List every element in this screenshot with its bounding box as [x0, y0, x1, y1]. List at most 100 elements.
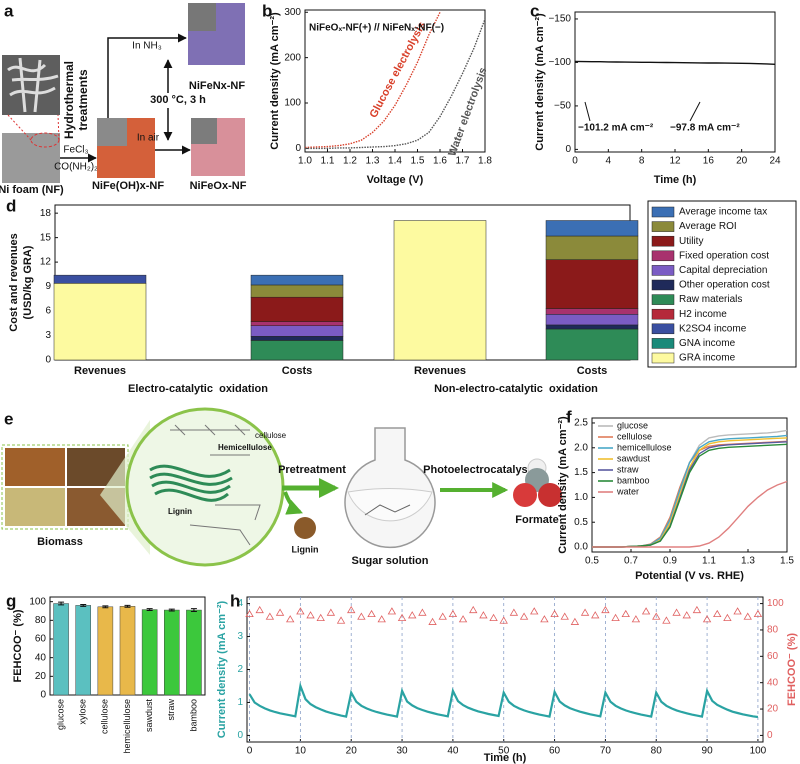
data-marker: [347, 605, 356, 614]
annotation-leader: [689, 101, 701, 122]
x-tick-label: 1.3: [366, 156, 380, 167]
x-tick-label: 0.7: [624, 556, 638, 567]
sem-image: [2, 55, 60, 115]
annotation-leader: [584, 101, 591, 122]
data-marker: [560, 612, 569, 620]
y2-tick-label: 60: [767, 651, 779, 662]
data-marker: [286, 615, 295, 623]
group-label: Electro-catalytic oxidation: [128, 383, 268, 395]
data-marker: [662, 616, 671, 624]
legend-label: Fixed operation cost: [679, 250, 769, 261]
y-axis-label: Cost and revenues: [8, 233, 20, 331]
precursor-inset: [97, 118, 127, 146]
panel-e: e Biomass cellulose Hemicellulose Lignin…: [1, 407, 562, 567]
arrow: [107, 33, 187, 118]
legend-label: water: [616, 486, 639, 496]
x-tick-label: 10: [295, 746, 307, 757]
data-marker: [692, 605, 702, 614]
data-marker: [438, 612, 447, 620]
x-tick-label: Costs: [577, 365, 608, 377]
y-tick-label: 2: [237, 664, 243, 675]
y2-tick-label: 100: [767, 598, 784, 609]
data-marker: [702, 615, 712, 623]
annotation: −101.2 mA cm⁻²: [578, 123, 654, 134]
data-marker: [428, 617, 437, 625]
data-marker: [326, 608, 336, 616]
y-tick-label: −50: [554, 101, 571, 112]
sample-label: Ni foam (NF): [0, 184, 64, 196]
panel-label: a: [4, 1, 14, 20]
x-axis-label: Time (h): [484, 752, 527, 764]
x-tick-label: 40: [447, 746, 459, 757]
byproduct: Lignin: [292, 544, 319, 554]
step-label: Photoelectrocatalysis: [423, 464, 537, 476]
bar-segment: [545, 328, 639, 361]
data-marker: [367, 609, 376, 618]
y-tick-label: 0: [40, 690, 46, 701]
x-tick-label: xylose: [78, 699, 88, 725]
bar-segment: [250, 321, 344, 326]
x-tick-label: straw: [166, 699, 176, 721]
annotation: −97.8 mA cm⁻²: [670, 123, 740, 134]
y-tick-label: 3: [237, 631, 243, 642]
data-marker: [479, 611, 488, 619]
biomass-label: Biomass: [37, 536, 83, 548]
data-marker: [316, 613, 325, 621]
data-marker: [530, 607, 539, 615]
step-label: Pretreatment: [278, 464, 346, 476]
reagent: FeCl₃: [63, 145, 88, 156]
x-tick-label: 0: [247, 746, 253, 757]
legend-swatch: [651, 308, 675, 320]
bar-segment: [545, 314, 639, 326]
y-tick-label: 1.5: [574, 467, 588, 478]
nitride-inset: [188, 3, 216, 31]
product: Formate: [515, 514, 558, 526]
data-marker: [591, 611, 600, 619]
panel-label: f: [566, 407, 572, 426]
data-marker: [387, 607, 397, 615]
molecule: [364, 504, 411, 516]
bar-segment: [53, 274, 147, 284]
data-marker: [509, 608, 519, 616]
x-tick-label: sawdust: [144, 699, 154, 733]
legend-swatch: [651, 206, 675, 218]
data-marker: [275, 608, 285, 616]
y-tick-label: 9: [45, 281, 51, 292]
y2-tick-label: 80: [767, 625, 779, 636]
y-tick-label: 100: [29, 596, 46, 607]
bar: [75, 605, 91, 696]
data-marker: [682, 611, 691, 619]
y-tick-label: 0: [565, 144, 571, 155]
error-bar: [124, 604, 131, 608]
x-axis-label: Time (h): [654, 174, 697, 186]
legend-label: K2SO4 income: [679, 323, 747, 334]
data-marker: [621, 609, 630, 618]
y-tick-label: 0: [295, 143, 301, 154]
data-marker: [397, 613, 407, 621]
y-tick-label: 6: [45, 306, 51, 317]
legend-label: H2 income: [679, 309, 727, 320]
x-tick-label: 8: [639, 156, 645, 167]
data-marker: [580, 608, 590, 616]
legend-swatch: [651, 338, 675, 349]
data-marker: [296, 607, 305, 615]
annotation: NiFeOₓ-NF(+) // NiFeNₓ-NF(−): [309, 23, 444, 34]
bar-segment: [545, 220, 639, 237]
bar-segment: [545, 259, 639, 309]
y-tick-label: 2.5: [574, 418, 588, 429]
y-axis-label: Current density (mA cm⁻²): [216, 600, 228, 738]
data-marker: [448, 609, 458, 618]
bar: [119, 606, 136, 696]
step-label: treatments: [76, 69, 90, 131]
y-axis-label: FEHCOO⁻ (%): [12, 609, 24, 682]
data-marker: [499, 616, 508, 624]
data-line: [248, 681, 759, 719]
bar-segment: [250, 336, 344, 341]
y2-tick-label: 0: [767, 730, 773, 741]
y-tick-label: 15: [40, 232, 52, 243]
error-bar: [146, 608, 153, 612]
legend-label: Capital depreciation: [679, 265, 767, 276]
sample-label: NiFeOx-NF: [190, 180, 247, 192]
x-tick-label: 30: [396, 746, 408, 757]
